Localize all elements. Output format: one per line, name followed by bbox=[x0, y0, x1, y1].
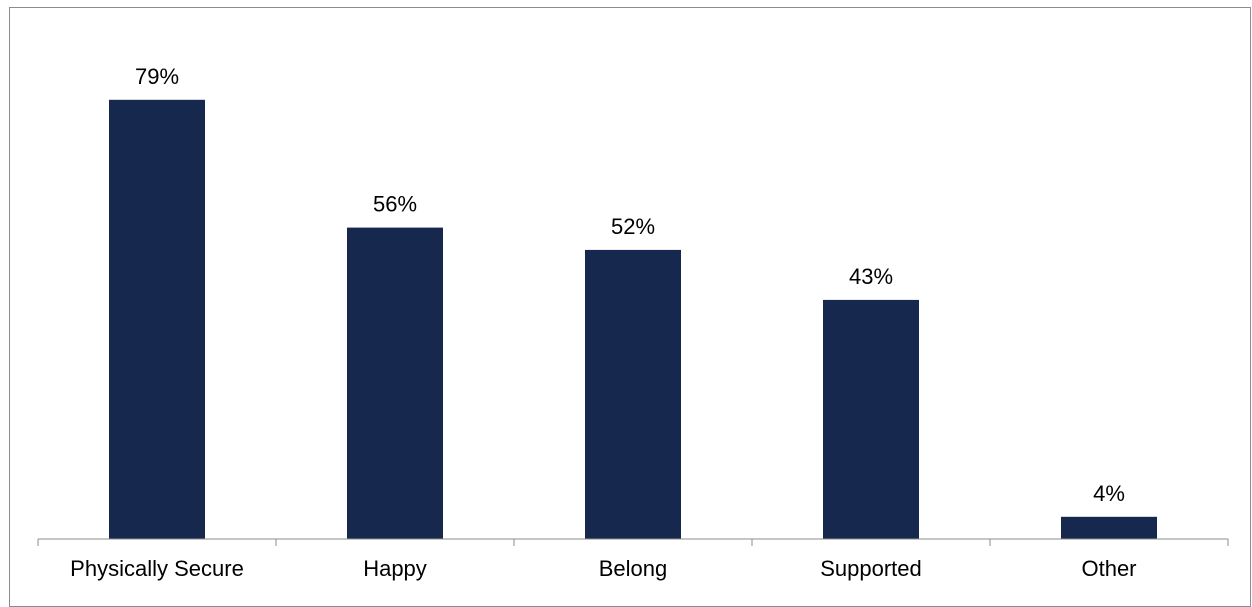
bar-value-label: 4% bbox=[1093, 481, 1125, 506]
bar-value-label: 52% bbox=[611, 214, 655, 239]
bar-value-label: 56% bbox=[373, 192, 417, 217]
value-labels-group: 79% 56% 52% 43% 4% bbox=[135, 64, 1125, 506]
bar bbox=[347, 227, 443, 539]
bar bbox=[1061, 516, 1157, 539]
category-labels-group: Physically Secure Happy Belong Supported Oth… bbox=[70, 556, 1136, 581]
bar-value-label: 43% bbox=[849, 264, 893, 289]
x-axis-ticks-group bbox=[37, 539, 1229, 546]
category-label: Belong bbox=[599, 556, 668, 581]
bar bbox=[823, 299, 919, 539]
bar bbox=[109, 99, 205, 540]
bar-chart: 79% 56% 52% 43% 4% Physically Secure Happy Bel… bbox=[37, 64, 1229, 581]
bar-value-label: 79% bbox=[135, 64, 179, 89]
bars-group bbox=[109, 99, 1157, 540]
category-label: Happy bbox=[363, 556, 427, 581]
category-label: Other bbox=[1081, 556, 1136, 581]
bar bbox=[585, 249, 681, 539]
category-label: Supported bbox=[820, 556, 922, 581]
category-label: Physically Secure bbox=[70, 556, 244, 581]
